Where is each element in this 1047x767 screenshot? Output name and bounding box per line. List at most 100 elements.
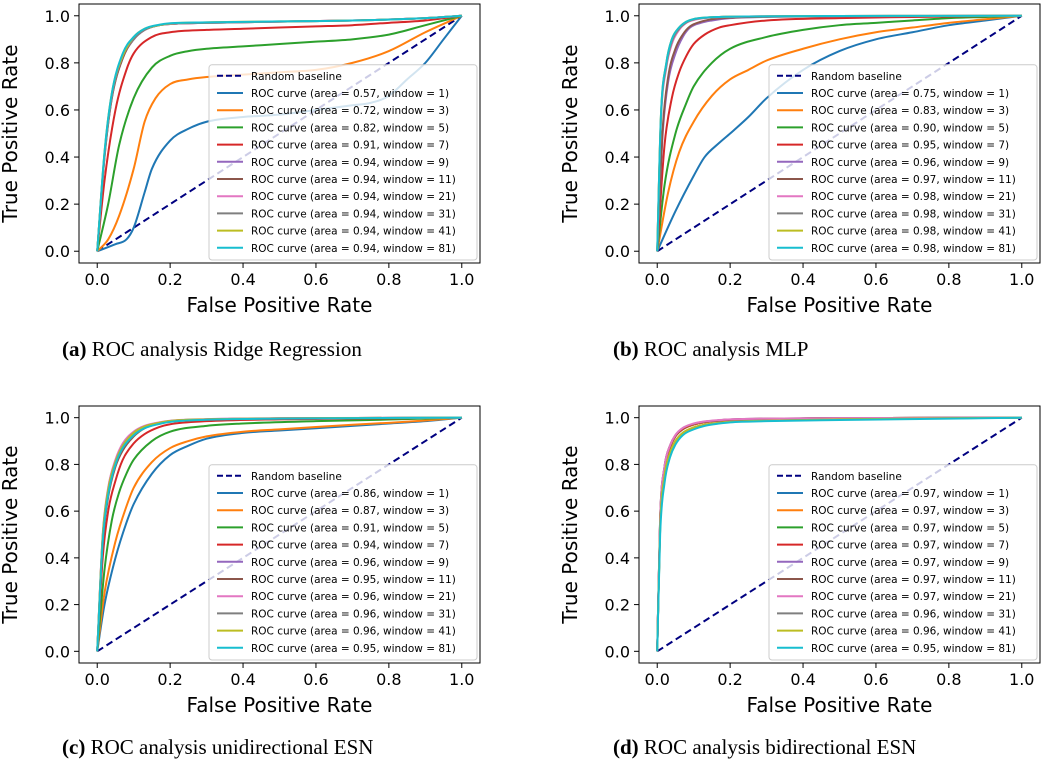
legend: Random baseline ROC curve (area = 0.86, w…: [208, 464, 478, 661]
x-axis-label: False Positive Rate: [747, 693, 933, 717]
x-axis-label: False Positive Rate: [187, 693, 373, 717]
random-baseline-line: [96, 14, 463, 253]
plot-area: [96, 416, 463, 653]
x-tick-label: 0.0: [645, 670, 670, 689]
y-tick-label: 0.2: [45, 596, 70, 615]
legend-label: ROC curve (area = 0.94, window = 41): [251, 226, 456, 238]
legend-box: [208, 464, 478, 661]
y-tick-label: 0.4: [45, 148, 70, 167]
x-tick-label: 0.4: [790, 670, 815, 689]
y-tick-label: 0.2: [605, 195, 630, 214]
axes-frame: [638, 405, 1041, 664]
x-tick-label: 0.8: [936, 270, 961, 289]
y-tick-label: 0.4: [605, 148, 630, 167]
y-axis-label: True Positive Rate: [0, 445, 22, 624]
y-tick-label: 0.8: [45, 54, 70, 73]
legend-box: [208, 64, 478, 261]
legend-label: ROC curve (area = 0.82, window = 5): [251, 122, 449, 134]
x-tick-label: 1.0: [449, 670, 474, 689]
x-tick-label: 1.0: [1009, 270, 1034, 289]
y-axis-label: True Positive Rate: [0, 44, 22, 223]
x-tick-label: 0.8: [936, 670, 961, 689]
y-tick-label: 0.8: [45, 455, 70, 474]
roc-curve-window-81: [656, 14, 1022, 252]
y-tick-label: 0.8: [605, 54, 630, 73]
y-tick-label: 1.0: [45, 7, 70, 26]
legend-label: ROC curve (area = 0.95, window = 11): [251, 574, 456, 586]
plot-area: [656, 14, 1023, 253]
legend-label: ROC curve (area = 0.94, window = 9): [251, 157, 449, 169]
x-tick-label: 0.2: [717, 670, 742, 689]
legend-label: ROC curve (area = 0.96, window = 31): [811, 608, 1016, 620]
x-tick-label: 1.0: [449, 270, 474, 289]
random-baseline-line: [96, 416, 463, 653]
roc-panel-mlp: 0.0 0.2 0.4 0.6 0.8 1.0 0.0 0.2 0.4 0.6 0.8 1.0 Fals…: [558, 3, 1041, 317]
legend-label: ROC curve (area = 0.75, window = 1): [811, 88, 1009, 100]
legend-label: ROC curve (area = 0.97, window = 7): [811, 540, 1009, 552]
x-tick-label: 0.4: [230, 670, 255, 689]
x-tick-label: 0.2: [157, 270, 182, 289]
legend-label: ROC curve (area = 0.94, window = 11): [251, 174, 456, 186]
legend-label: ROC curve (area = 0.86, window = 1): [251, 488, 449, 500]
roc-curve-window-7: [656, 14, 1022, 252]
legend-label: ROC curve (area = 0.96, window = 9): [251, 557, 449, 569]
roc-curve-window-21: [656, 416, 1022, 652]
caption-text: ROC analysis MLP: [638, 337, 809, 361]
x-tick-label: 0.6: [303, 270, 328, 289]
caption-label: (d): [613, 735, 639, 759]
legend-label: ROC curve (area = 0.83, window = 3): [811, 105, 1009, 117]
legend-label: ROC curve (area = 0.95, window = 81): [811, 643, 1016, 655]
legend-box: [768, 64, 1038, 261]
x-tick-label: 0.4: [230, 270, 255, 289]
legend-label: ROC curve (area = 0.94, window = 31): [251, 208, 456, 220]
roc-panel-bidirectional-esn: 0.0 0.2 0.4 0.6 0.8 1.0 0.0 0.2 0.4 0.6 0.8 1.0 Fals…: [558, 405, 1041, 717]
x-tick-label: 0.6: [863, 670, 888, 689]
y-tick-label: 0.0: [605, 642, 630, 661]
legend-label: ROC curve (area = 0.97, window = 3): [811, 505, 1009, 517]
roc-panel-ridge-regression: 0.0 0.2 0.4 0.6 0.8 1.0 0.0 0.2 0.4 0.6 0.8 1.0 Fals…: [0, 3, 481, 317]
x-tick-label: 1.0: [1009, 670, 1034, 689]
y-tick-label: 1.0: [605, 7, 630, 26]
x-tick-label: 0.6: [303, 670, 328, 689]
legend-label: ROC curve (area = 0.97, window = 11): [811, 174, 1016, 186]
legend-label-baseline: Random baseline: [811, 471, 902, 483]
legend-label-baseline: Random baseline: [251, 71, 342, 83]
x-tick-label: 0.2: [717, 270, 742, 289]
roc-curve-window-5: [656, 14, 1022, 252]
axes-frame: [638, 3, 1041, 264]
roc-curve-window-5: [96, 416, 462, 652]
y-tick-label: 1.0: [605, 409, 630, 428]
legend-label: ROC curve (area = 0.97, window = 9): [811, 557, 1009, 569]
legend: Random baseline ROC curve (area = 0.57, w…: [208, 64, 478, 261]
legend-label: ROC curve (area = 0.98, window = 41): [811, 226, 1016, 238]
caption-a: (a) ROC analysis Ridge Regression: [62, 337, 362, 362]
y-tick-label: 0.0: [605, 242, 630, 261]
caption-text: ROC analysis bidirectional ESN: [638, 735, 917, 759]
legend-label: ROC curve (area = 0.98, window = 81): [811, 243, 1016, 255]
roc-curve-window-1: [656, 14, 1022, 252]
legend: Random baseline ROC curve (area = 0.97, w…: [768, 464, 1038, 661]
roc-curve-window-3: [656, 14, 1022, 252]
random-baseline-line: [656, 14, 1023, 253]
caption-b: (b) ROC analysis MLP: [613, 337, 808, 362]
y-tick-label: 0.6: [45, 502, 70, 521]
legend-label: ROC curve (area = 0.94, window = 21): [251, 191, 456, 203]
legend-label: ROC curve (area = 0.95, window = 81): [251, 643, 456, 655]
legend-label: ROC curve (area = 0.96, window = 41): [811, 626, 1016, 638]
caption-label: (c): [62, 735, 86, 759]
roc-curve-window-7: [96, 14, 462, 252]
x-tick-label: 0.4: [790, 270, 815, 289]
roc-curve-window-3: [96, 14, 463, 252]
y-axis-label: True Positive Rate: [558, 44, 582, 223]
legend-label: ROC curve (area = 0.72, window = 3): [251, 105, 449, 117]
axes-frame: [78, 405, 481, 664]
roc-curve-window-81: [96, 14, 462, 252]
y-tick-label: 0.2: [605, 596, 630, 615]
caption-d: (d) ROC analysis bidirectional ESN: [613, 735, 916, 760]
y-tick-label: 0.6: [605, 502, 630, 521]
y-tick-label: 0.0: [45, 642, 70, 661]
x-tick-label: 0.0: [85, 270, 110, 289]
legend-label: ROC curve (area = 0.97, window = 21): [811, 591, 1016, 603]
random-baseline-line: [656, 416, 1023, 653]
